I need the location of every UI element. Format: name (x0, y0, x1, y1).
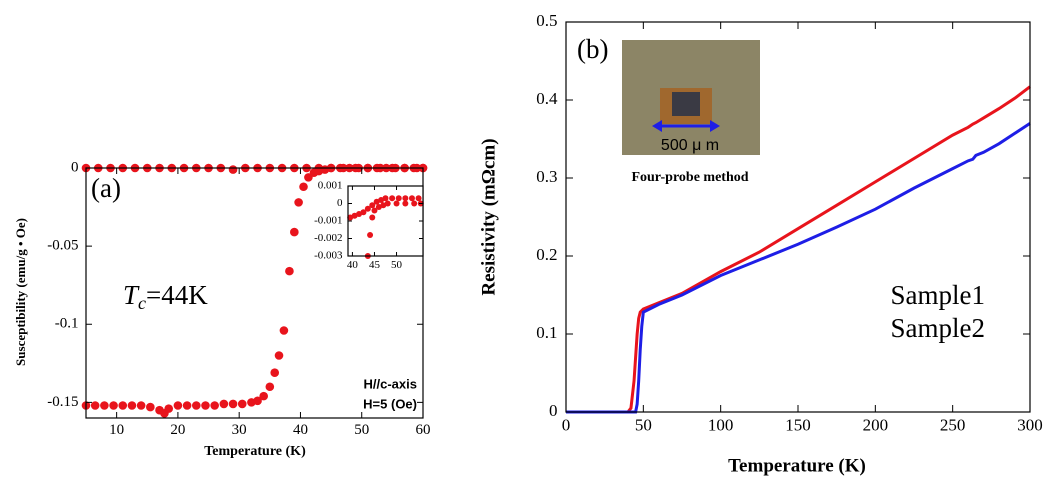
data-point (228, 165, 238, 174)
field-strength: H=5 (Oe) (363, 396, 417, 411)
data-point (382, 195, 389, 202)
y-tick-label: -0.003 (314, 250, 343, 262)
data-point (100, 401, 109, 410)
data-point (402, 195, 409, 202)
data-point (389, 195, 396, 202)
data-point (393, 200, 400, 207)
tc-symbol: T (123, 280, 140, 310)
data-point (415, 195, 422, 202)
data-point (109, 401, 118, 410)
y-tick-label: -0.1 (55, 316, 79, 332)
x-tick-label: 150 (785, 415, 811, 434)
x-tick-label: 50 (391, 259, 403, 271)
data-point (360, 209, 367, 216)
data-point (201, 401, 210, 410)
x-tick-label: 30 (232, 422, 247, 438)
y-axis-label: Susceptibility (emu/g • Oe) (13, 218, 28, 366)
scale-label: 500 μ m (661, 137, 719, 154)
data-point (384, 200, 391, 207)
method-label: Four-probe method (631, 170, 748, 185)
data-point (173, 401, 183, 410)
data-point (395, 195, 402, 202)
y-tick-label: -0.001 (314, 215, 342, 227)
legend-entry: Sample1 (891, 280, 986, 310)
data-point (127, 401, 137, 410)
data-point (259, 391, 268, 401)
y-tick-label: 0 (337, 197, 343, 209)
y-tick-label: 0.4 (536, 89, 558, 108)
y-tick-label: 0.3 (536, 167, 557, 186)
data-point (402, 200, 409, 207)
x-axis-label: Temperature (K) (204, 444, 306, 459)
x-tick-label: 250 (940, 415, 966, 434)
tc-value: =44K (146, 280, 208, 310)
y-tick-label: -0.002 (314, 232, 342, 244)
data-point (299, 182, 308, 192)
y-tick-label: 0 (549, 401, 558, 420)
data-point (408, 195, 415, 202)
data-point (219, 399, 229, 409)
x-tick-label: 20 (170, 422, 185, 438)
y-tick-label: 0.2 (536, 245, 557, 264)
tc-subscript: c (138, 293, 146, 313)
x-tick-label: 45 (369, 259, 381, 271)
y-tick-label: 0 (71, 159, 79, 175)
data-point (364, 205, 371, 212)
plot-frame (85, 167, 424, 419)
data-point (164, 404, 174, 413)
data-point (274, 351, 284, 360)
data-point (182, 401, 192, 410)
x-tick-label: 100 (708, 415, 734, 434)
data-point (367, 232, 374, 238)
data-point (290, 227, 299, 237)
y-tick-label: -0.15 (47, 394, 78, 410)
x-tick-label: 300 (1017, 415, 1043, 434)
data-point (136, 401, 146, 410)
data-point (294, 198, 303, 207)
data-point (253, 396, 262, 406)
x-axis-label: Temperature (K) (728, 455, 866, 476)
data-point (279, 326, 289, 335)
data-line (566, 85, 1031, 414)
data-point (369, 202, 376, 209)
data-point (228, 399, 238, 409)
data-point (265, 382, 275, 392)
data-point (146, 402, 155, 412)
data-point (411, 200, 418, 207)
data-point (285, 266, 294, 276)
data-point (371, 207, 378, 214)
y-axis-label: Resistivity (mΩcm) (478, 138, 499, 295)
tc-label: Tc=44K (123, 280, 208, 313)
data-point (90, 401, 100, 410)
data-point (237, 399, 247, 409)
data-point (210, 401, 219, 410)
x-tick-label: 10 (109, 422, 124, 438)
data-point (270, 368, 280, 377)
y-tick-label: 0.1 (536, 323, 557, 342)
panel-label: (b) (577, 34, 608, 64)
x-tick-label: 50 (635, 415, 652, 434)
data-point (191, 401, 201, 410)
x-tick-label: 40 (347, 259, 359, 271)
y-tick-label: 0.5 (536, 11, 557, 30)
data-point (369, 214, 376, 221)
legend-entry: Sample2 (891, 313, 986, 343)
data-point (118, 401, 128, 410)
x-tick-label: 200 (863, 415, 889, 434)
field-direction: H//c-axis (364, 376, 417, 391)
panel-label: (a) (91, 173, 121, 203)
x-tick-label: 0 (562, 415, 571, 434)
x-tick-label: 40 (293, 422, 308, 438)
sample-contacts (672, 92, 700, 116)
x-tick-label: 60 (416, 422, 431, 438)
y-tick-label: 0.001 (318, 180, 343, 192)
x-tick-label: 50 (354, 422, 369, 438)
y-tick-label: -0.05 (47, 238, 78, 254)
